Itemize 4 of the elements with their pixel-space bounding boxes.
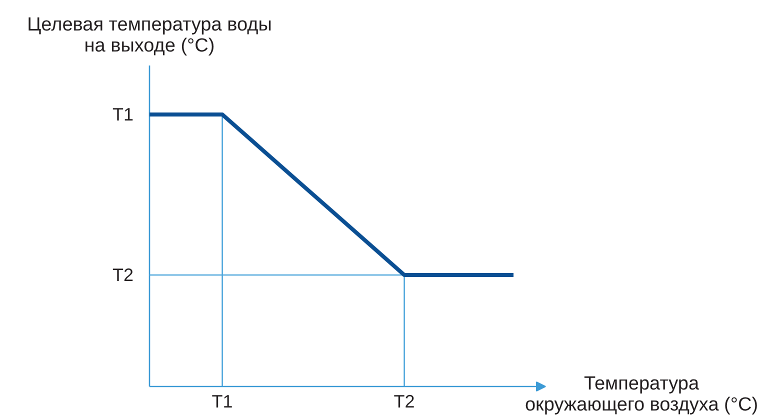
- text: T2: [112, 264, 134, 285]
- x-axis-title: Температура окружающего воздуха (°C): [524, 374, 758, 416]
- text: T1: [112, 104, 134, 124]
- y-axis-title: Целевая температура воды на выходе (°C): [27, 14, 272, 56]
